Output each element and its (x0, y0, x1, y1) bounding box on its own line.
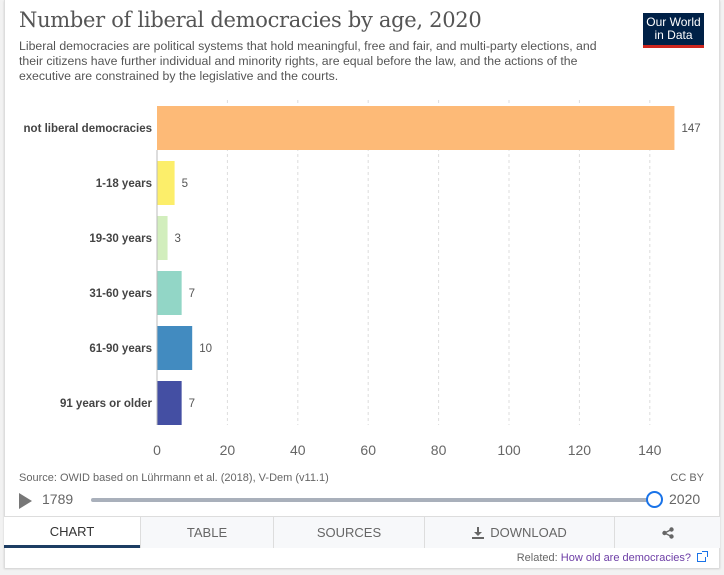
play-icon[interactable] (19, 493, 32, 509)
owid-logo[interactable]: Our World in Data (643, 13, 704, 48)
license-label[interactable]: CC BY (670, 472, 704, 484)
x-tick-label: 60 (360, 442, 376, 458)
timeline-slider-track[interactable] (91, 498, 655, 502)
chart-subtitle: Liberal democracies are political system… (19, 39, 597, 83)
value-label: 3 (175, 233, 181, 245)
tab-chart[interactable]: CHART (4, 517, 140, 548)
category-label: not liberal democracies (24, 123, 152, 135)
tab-sources[interactable]: SOURCES (273, 517, 424, 548)
timeline-start-year: 1789 (42, 491, 74, 507)
timeline-slider-handle[interactable] (646, 491, 663, 508)
value-label: 147 (681, 123, 700, 135)
category-label: 1-18 years (96, 178, 152, 190)
bar[interactable] (157, 271, 182, 315)
x-tick-label: 140 (638, 442, 662, 458)
related-prefix: Related: (516, 552, 561, 564)
x-tick-label: 120 (568, 442, 592, 458)
chart-tabs: CHART TABLE SOURCES DOWNLOAD (4, 516, 720, 548)
value-label: 10 (199, 343, 212, 355)
tab-chart-label: CHART (49, 523, 95, 539)
x-tick-label: 80 (431, 442, 447, 458)
logo-line-2: in Data (654, 28, 693, 42)
share-icon (661, 526, 674, 539)
tab-download-label: DOWNLOAD (490, 525, 567, 540)
category-label: 91 years or older (60, 398, 153, 410)
bar[interactable] (157, 106, 675, 150)
category-label: 31-60 years (89, 288, 152, 300)
bar[interactable] (157, 161, 175, 205)
category-label: 61-90 years (89, 343, 152, 355)
source-note[interactable]: Source: OWID based on Lührmann et al. (2… (19, 472, 329, 484)
bar[interactable] (157, 326, 193, 370)
value-label: 7 (189, 398, 195, 410)
chart-frame (4, 0, 720, 568)
bar[interactable] (157, 216, 168, 260)
x-tick-label: 20 (220, 442, 236, 458)
bar[interactable] (157, 381, 182, 425)
chart-title: Number of liberal democracies by age, 20… (19, 8, 482, 32)
logo-line-1: Our World (646, 15, 701, 29)
value-label: 5 (182, 178, 188, 190)
related-link-row: Related: How old are democracies? (516, 551, 708, 564)
bar-chart: 0 20 40 60 80 100 120 140 not liberal democracie… (24, 100, 701, 458)
timeline-end-year: 2020 (669, 491, 701, 507)
x-tick-label: 40 (290, 442, 306, 458)
x-tick-label: 0 (153, 442, 161, 458)
tab-table[interactable]: TABLE (140, 517, 273, 548)
tab-download[interactable]: DOWNLOAD (424, 517, 614, 548)
external-link-icon[interactable] (697, 551, 708, 562)
tab-table-label: TABLE (186, 525, 228, 540)
download-icon (472, 526, 485, 539)
tab-sources-label: SOURCES (316, 525, 382, 540)
category-label: 19-30 years (89, 233, 152, 245)
x-tick-label: 100 (497, 442, 521, 458)
related-article-link[interactable]: How old are democracies? (560, 552, 691, 564)
tab-share[interactable] (614, 517, 720, 548)
value-label: 7 (189, 288, 195, 300)
